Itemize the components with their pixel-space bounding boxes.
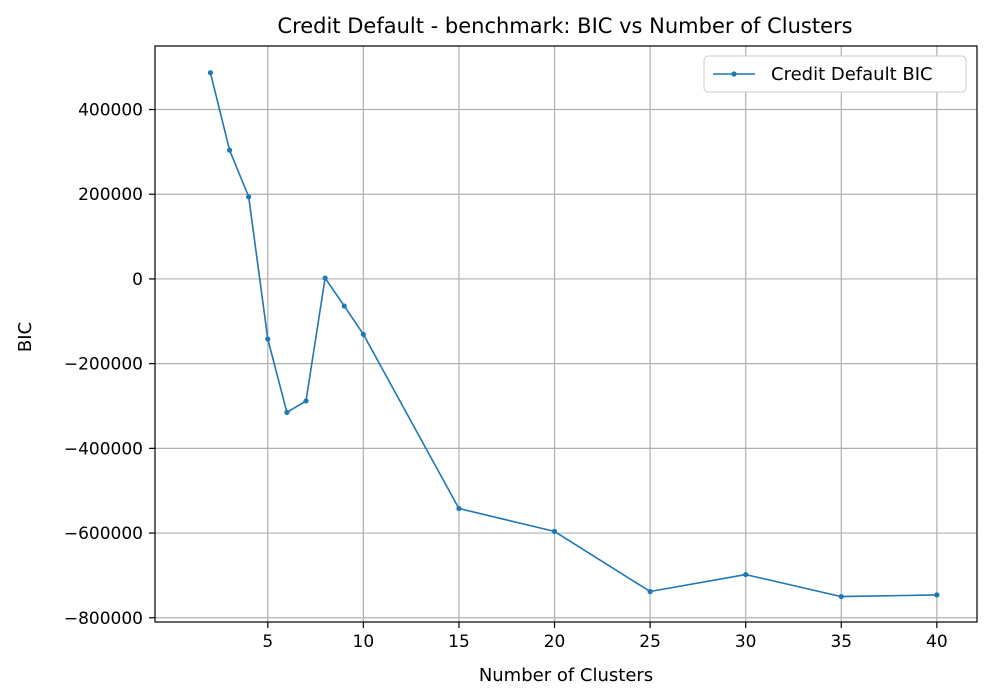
data-point: [647, 588, 653, 595]
data-point: [934, 592, 940, 598]
data-point: [551, 528, 558, 534]
x-axis: 5 10 15 20 25 30 35 40: [262, 622, 948, 652]
y-axis: −800000 −600000 −400000 −200000 0 200000 40000…: [64, 101, 155, 629]
x-tick-label: 10: [353, 632, 375, 652]
data-point: [341, 303, 347, 309]
x-tick-label: 15: [448, 632, 470, 652]
data-point: [838, 593, 844, 600]
x-tick-label: 5: [262, 632, 273, 652]
y-tick-label: 400000: [78, 101, 143, 121]
legend-box: [703, 55, 967, 93]
y-tick-label: 0: [132, 270, 143, 290]
data-point: [303, 398, 309, 404]
data-point: [743, 571, 749, 578]
x-tick-label: 40: [926, 632, 948, 652]
chart-title: Credit Default - benchmark: BIC vs Numbe…: [277, 14, 852, 38]
series-layer: [207, 70, 940, 600]
legend-marker-sample: [731, 71, 737, 77]
grid-lines: [155, 46, 977, 622]
data-point: [322, 275, 328, 281]
y-axis-label: BIC: [15, 322, 36, 352]
y-tick-label: −800000: [64, 609, 143, 629]
x-tick-label: 25: [639, 632, 661, 652]
legend-label: Credit Default BIC: [771, 64, 933, 85]
data-point: [207, 70, 214, 76]
y-tick-label: −600000: [64, 524, 143, 544]
data-point: [265, 336, 271, 342]
x-axis-label: Number of Clusters: [479, 665, 653, 686]
y-tick-label: 200000: [78, 185, 143, 205]
x-tick-label: 20: [544, 632, 566, 652]
data-point: [284, 409, 290, 415]
x-tick-label: 30: [735, 632, 757, 652]
data-point: [456, 505, 462, 512]
y-tick-label: −200000: [64, 355, 143, 375]
x-tick-label: 35: [830, 632, 852, 652]
data-point: [226, 147, 233, 153]
y-tick-label: −400000: [64, 439, 143, 459]
legend: Credit Default BIC: [703, 55, 967, 93]
data-point: [360, 331, 366, 338]
data-point: [246, 194, 252, 200]
plot-area-frame: [154, 45, 978, 623]
